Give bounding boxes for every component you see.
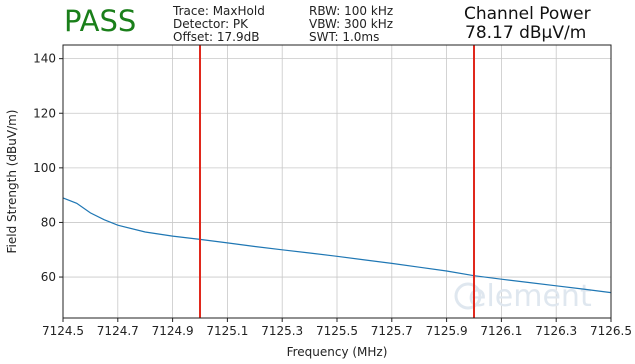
x-tick-label: 7124.9 [152, 324, 194, 338]
ticks: 7124.5 7124.7 7124.9 7125.1 7125.3 7125.5 7125… [33, 52, 632, 338]
element-watermark: element [468, 279, 592, 314]
offset-label: Offset: 17.9dB [173, 30, 260, 44]
channel-power-label: Channel Power [464, 4, 591, 24]
x-tick-label: 7124.7 [97, 324, 139, 338]
y-tick-label: 120 [33, 106, 56, 120]
rbw-label: RBW: 100 kHz [309, 4, 394, 18]
y-tick-label: 100 [33, 161, 56, 175]
x-tick-label: 7125.7 [371, 324, 413, 338]
x-tick-label: 7126.5 [590, 324, 632, 338]
vbw-label: VBW: 300 kHz [309, 17, 394, 31]
x-tick-label: 7125.9 [426, 324, 468, 338]
x-tick-label: 7126.1 [480, 324, 522, 338]
x-tick-label: 7124.5 [42, 324, 84, 338]
y-axis-label: Field Strength (dBuV/m) [5, 110, 19, 254]
swt-label: SWT: 1.0ms [309, 30, 380, 44]
marker-lines [199, 45, 475, 318]
bandwidth-settings: RBW: 100 kHz VBW: 300 kHz SWT: 1.0ms [309, 5, 393, 44]
y-tick-label: 60 [41, 270, 56, 284]
y-tick-label: 80 [41, 215, 56, 229]
grid [62, 45, 612, 318]
y-tick-label: 140 [33, 52, 56, 66]
pass-status: PASS [64, 4, 137, 38]
x-tick-label: 7126.3 [535, 324, 577, 338]
trace-label: Trace: MaxHold [173, 4, 265, 18]
trace-line [62, 197, 612, 294]
trace-settings: Trace: MaxHold Detector: PK Offset: 17.9… [173, 5, 265, 44]
x-tick-label: 7125.3 [261, 324, 303, 338]
element-logo-icon [454, 282, 482, 310]
detector-label: Detector: PK [173, 17, 249, 31]
channel-power-value: 78.17 dBµV/m [465, 23, 587, 43]
series [62, 197, 612, 294]
x-axis-label: Frequency (MHz) [287, 345, 388, 359]
x-tick-label: 7125.5 [316, 324, 358, 338]
x-tick-label: 7125.1 [206, 324, 248, 338]
